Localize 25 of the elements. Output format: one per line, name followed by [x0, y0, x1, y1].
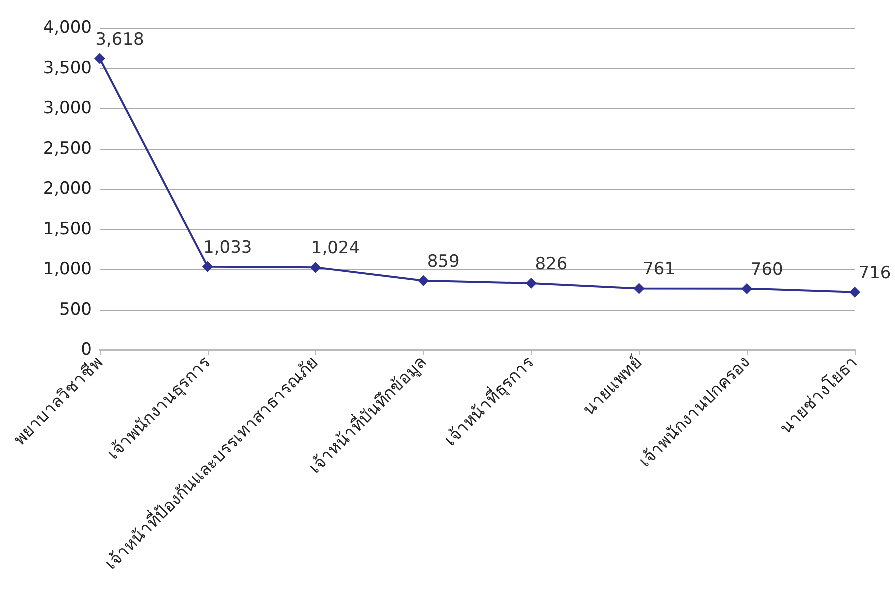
data-label: 859	[427, 252, 460, 272]
data-label: 1,033	[204, 238, 252, 258]
data-label: 826	[535, 254, 568, 275]
point	[526, 278, 537, 290]
data-label: 760	[750, 260, 784, 280]
y-tick-label: 2,500	[43, 138, 92, 159]
data-label: 716	[858, 263, 892, 284]
point	[850, 286, 860, 298]
y-tick-label: 3,000	[43, 98, 92, 118]
data-label: 1,024	[311, 238, 360, 259]
point	[742, 283, 753, 294]
y-tick-label: 3,500	[43, 58, 92, 78]
point	[634, 283, 645, 294]
point	[202, 261, 214, 272]
point	[418, 275, 430, 286]
y-tick-label: 1,000	[43, 260, 92, 280]
data-label: 3,618	[96, 30, 144, 50]
y-tick-label: 500	[60, 300, 92, 320]
y-tick-label: 4,000	[43, 18, 92, 38]
y-tick-label: 1,500	[43, 219, 92, 240]
point	[310, 262, 322, 274]
data-label: 761	[643, 260, 676, 280]
y-tick-label: 0	[81, 340, 92, 360]
point	[94, 53, 106, 64]
y-tick-label: 2,000	[43, 179, 92, 199]
